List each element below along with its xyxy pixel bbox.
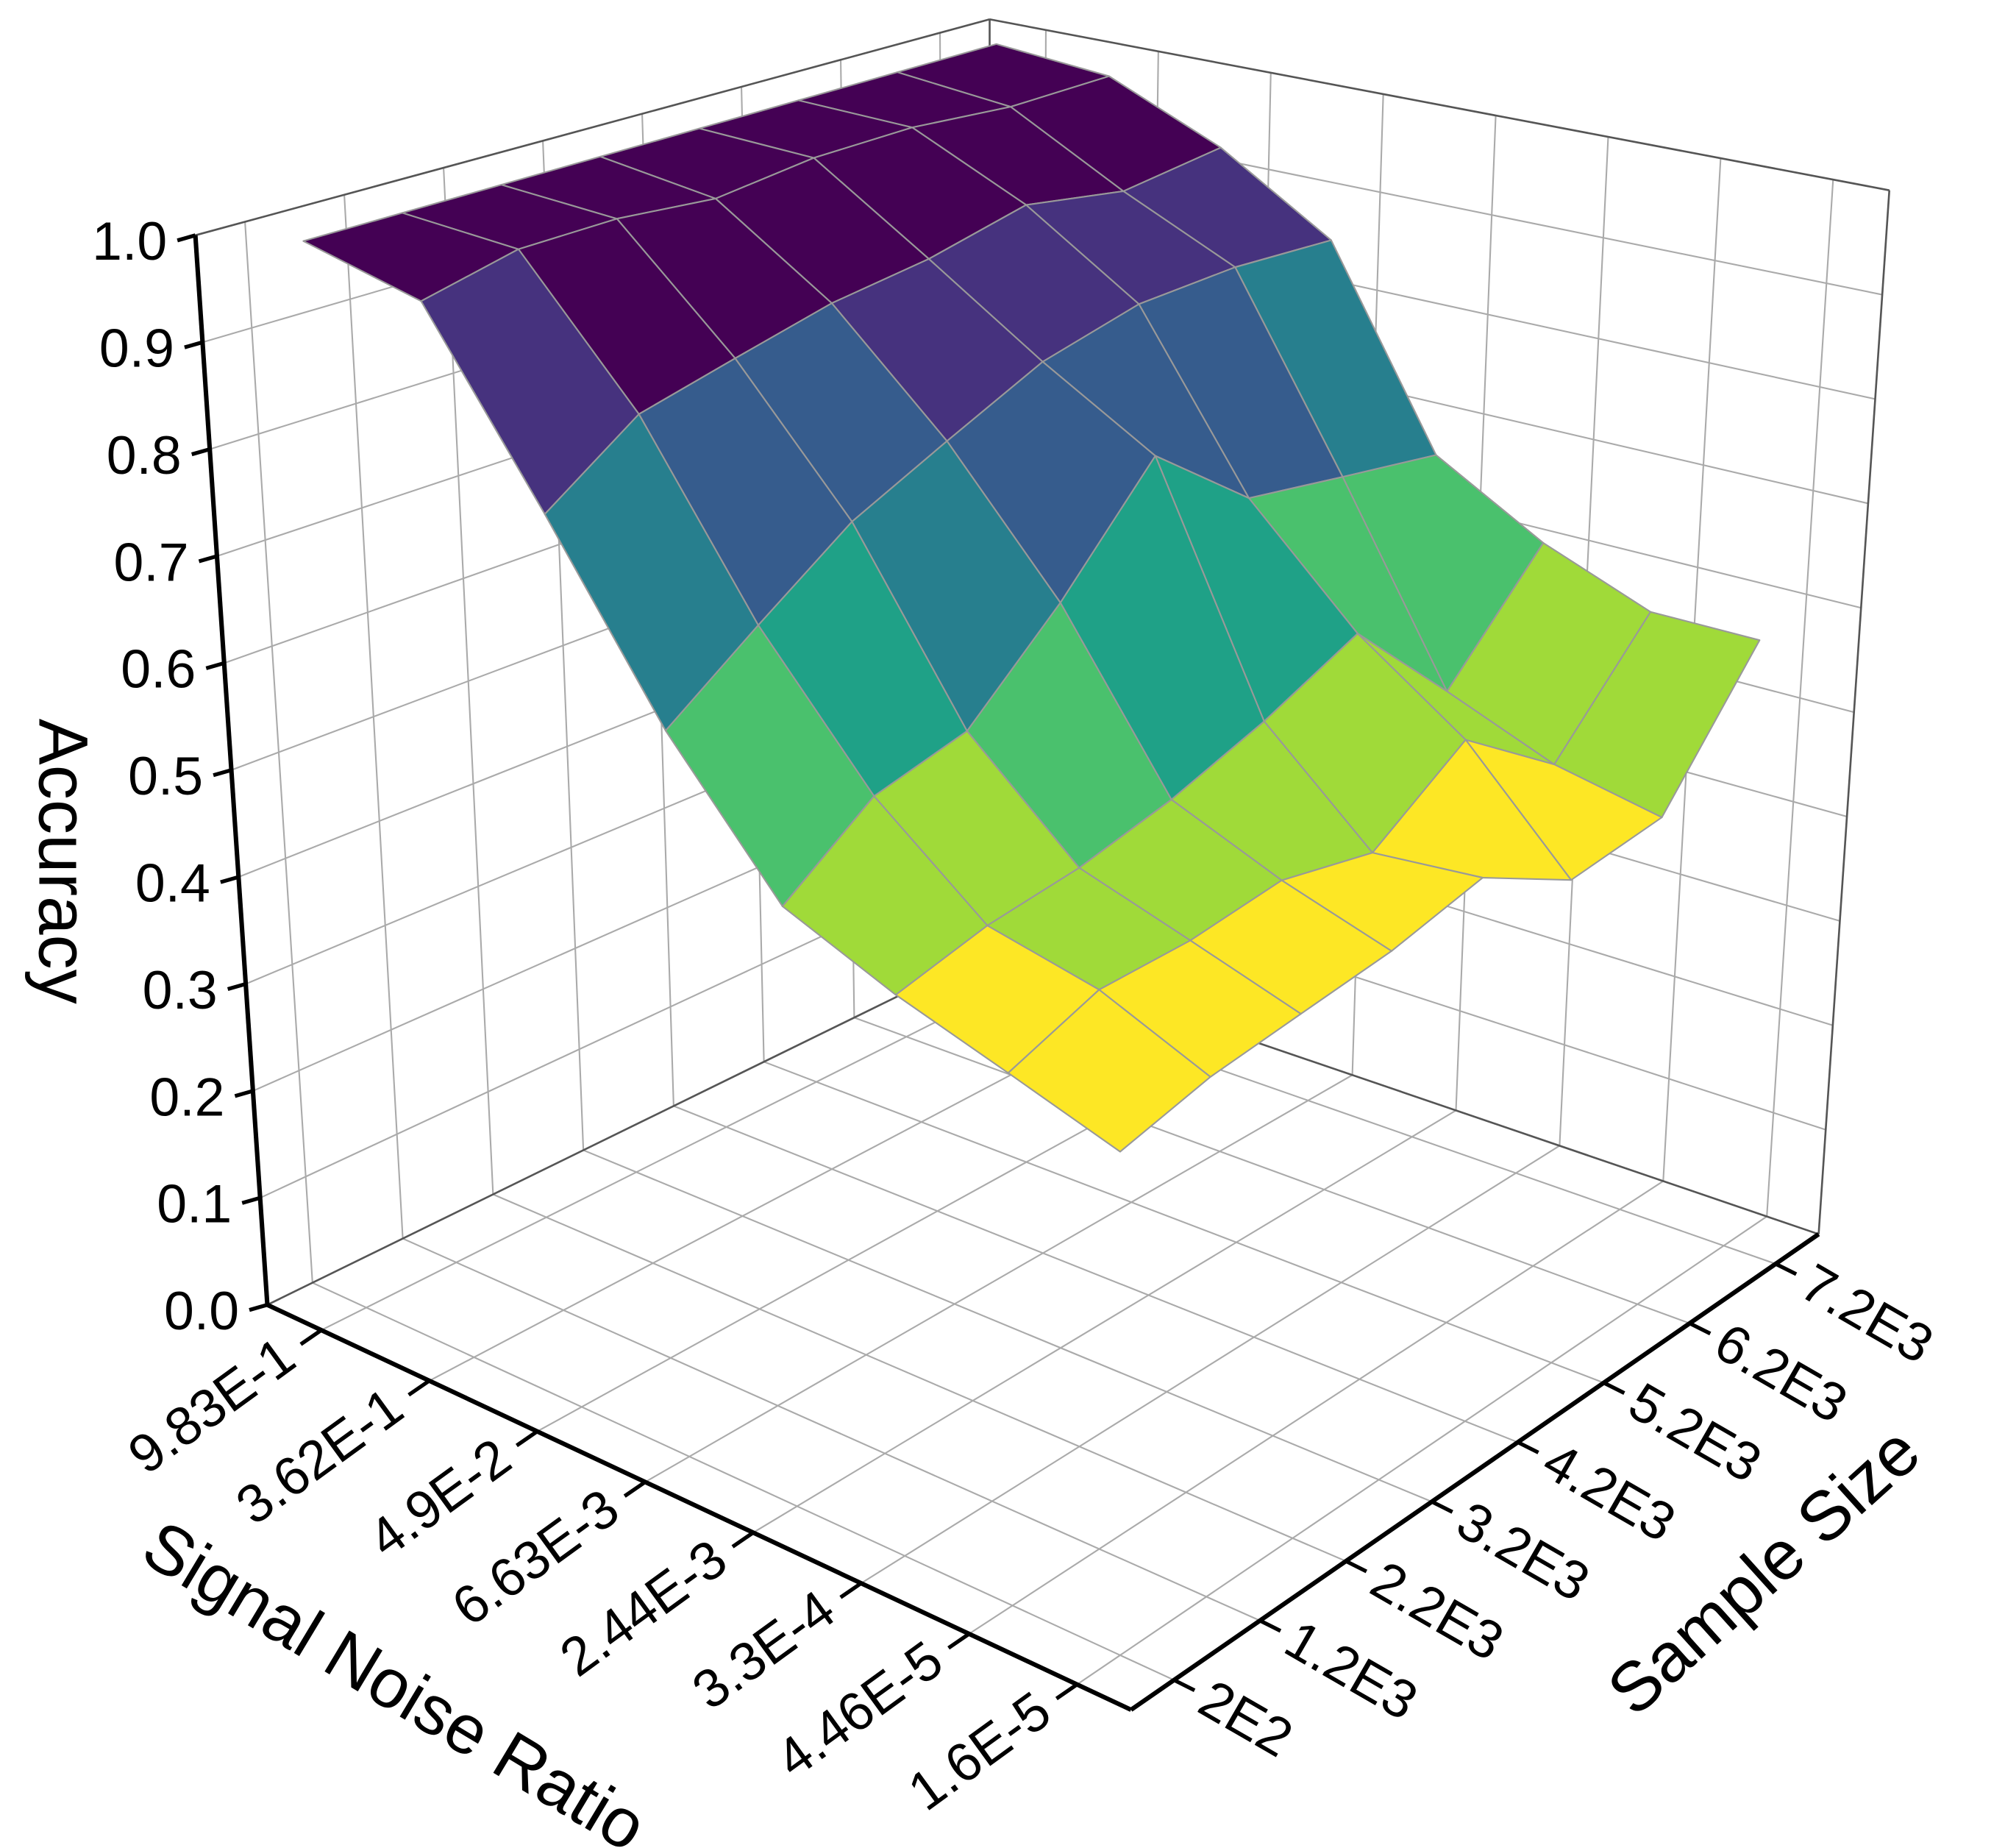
y-tick [1603, 1381, 1625, 1395]
z-tick [213, 768, 232, 778]
z-axis-title: Accuracy [25, 719, 102, 1004]
z-tick-label: 0.4 [135, 853, 210, 914]
z-tick-label: 0.8 [107, 425, 182, 486]
y-tick [1689, 1321, 1712, 1336]
y-tick [1517, 1440, 1539, 1454]
z-tick-label: 0.7 [114, 532, 189, 592]
z-tick [227, 981, 246, 992]
z-tick [190, 447, 210, 457]
box-edge [195, 18, 990, 237]
surface [302, 43, 1761, 1153]
x-tick [299, 1328, 323, 1346]
x-tick-label: 1.6E-5 [897, 1680, 1061, 1822]
y-tick [1258, 1618, 1282, 1633]
y-tick [1173, 1678, 1196, 1693]
z-tick [205, 661, 225, 670]
x-tick [839, 1581, 863, 1599]
z-tick-label: 0.0 [164, 1281, 239, 1341]
y-tick [1431, 1499, 1453, 1514]
z-tick [220, 875, 240, 884]
y-tick-label: 2E2 [1189, 1668, 1303, 1769]
y-tick [1775, 1262, 1798, 1276]
box-edge [1817, 190, 1891, 1234]
y-axis-title: Sample Size [1593, 1412, 1934, 1730]
z-tick-label: 0.5 [128, 746, 203, 806]
x-axis [266, 1302, 1133, 1712]
y-tick [1345, 1559, 1368, 1574]
box-edge [266, 950, 991, 1306]
surface-patch [1007, 989, 1211, 1153]
box-edge [989, 18, 1890, 191]
x-tick [947, 1632, 971, 1650]
z-tick [241, 1195, 261, 1205]
x-tick [731, 1531, 755, 1549]
x-tick [407, 1379, 431, 1397]
z-tick [234, 1089, 254, 1098]
z-tick-label: 0.9 [99, 319, 174, 379]
z-tick [198, 554, 218, 564]
x-tick [515, 1429, 538, 1448]
z-tick-label: 1.0 [92, 211, 167, 271]
z-tick [249, 1303, 268, 1312]
z-tick-label: 0.6 [121, 639, 196, 700]
z-tick-label: 0.1 [157, 1174, 232, 1234]
y-axis [1130, 1232, 1820, 1712]
x-tick [1055, 1682, 1078, 1701]
x-tick [623, 1480, 647, 1498]
z-tick-label: 0.3 [143, 960, 218, 1020]
z-tick [184, 340, 204, 349]
z-tick-label: 0.2 [149, 1067, 224, 1127]
z-tick [177, 233, 196, 243]
